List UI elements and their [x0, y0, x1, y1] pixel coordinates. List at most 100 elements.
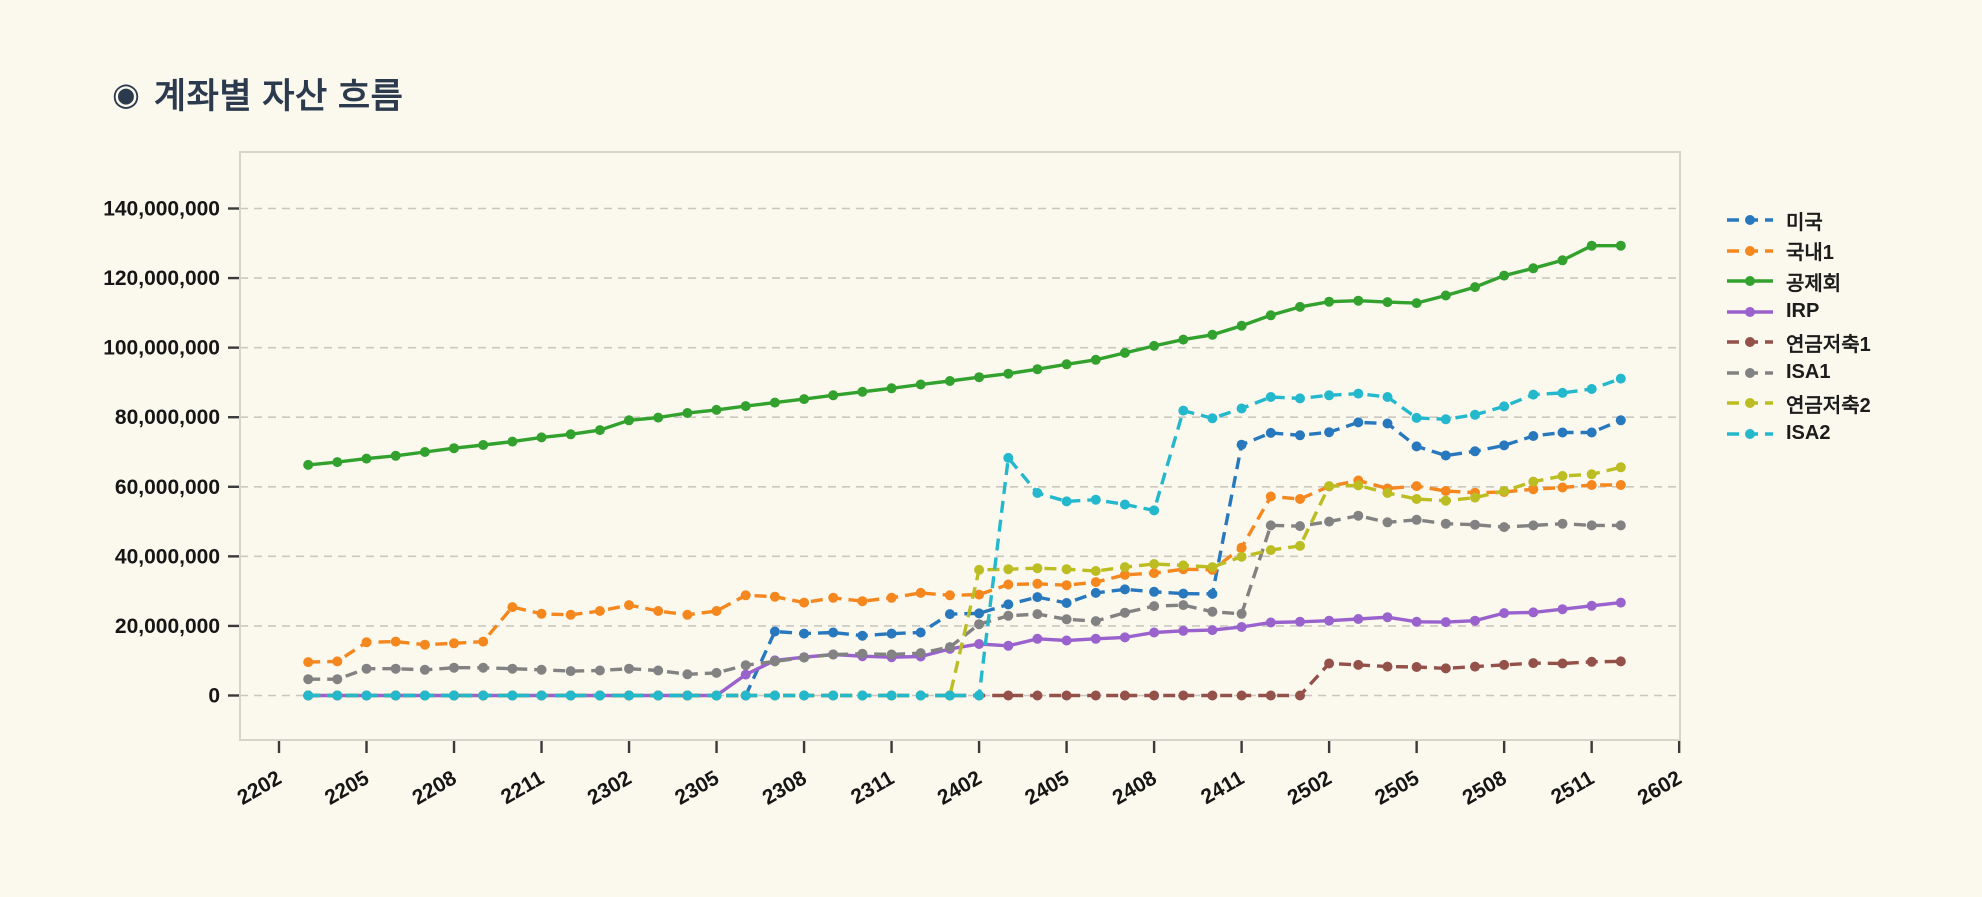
data-point — [1528, 476, 1539, 487]
data-point — [565, 429, 576, 440]
data-point — [1557, 604, 1568, 615]
data-point — [653, 690, 664, 701]
data-point — [974, 589, 985, 600]
x-axis-tick-label: 2511 — [1547, 766, 1598, 809]
data-point — [478, 662, 489, 673]
y-axis-tick-label: 80,000,000 — [115, 406, 220, 429]
data-point — [1061, 496, 1072, 507]
data-point — [1119, 562, 1130, 573]
data-point — [1236, 551, 1247, 562]
data-point — [1470, 446, 1480, 457]
data-point — [1440, 290, 1451, 301]
data-point — [1236, 320, 1247, 331]
data-point — [594, 690, 605, 701]
data-point — [332, 674, 343, 685]
data-point — [449, 662, 459, 673]
data-point — [740, 401, 751, 412]
data-point — [507, 663, 518, 674]
data-point — [1324, 615, 1335, 626]
data-point — [682, 669, 693, 680]
data-point — [1353, 480, 1364, 491]
data-point — [1090, 577, 1101, 588]
data-point — [653, 412, 664, 423]
data-point — [1003, 640, 1014, 651]
x-axis-tick-label: 2202 — [234, 766, 286, 809]
data-point — [1586, 520, 1597, 531]
data-point — [1324, 390, 1335, 401]
legend-line-sample — [1727, 337, 1773, 348]
data-point — [799, 597, 810, 608]
data-point — [711, 690, 722, 701]
data-point — [565, 609, 576, 620]
data-point — [1003, 610, 1014, 621]
data-point — [1586, 480, 1597, 490]
data-point — [1324, 296, 1335, 307]
data-point — [1061, 614, 1072, 625]
legend-label: 국내1 — [1786, 242, 1834, 265]
data-point — [974, 608, 985, 619]
y-axis-tick-label: 40,000,000 — [115, 545, 220, 568]
data-point — [1440, 450, 1451, 461]
data-point — [1586, 240, 1597, 251]
data-point — [1440, 518, 1451, 529]
data-point — [1149, 505, 1160, 516]
data-point — [303, 657, 314, 668]
data-point — [1295, 494, 1305, 504]
data-point — [857, 690, 868, 701]
data-point — [740, 669, 751, 680]
data-point — [1411, 514, 1422, 525]
data-point — [1324, 481, 1335, 492]
data-point — [1265, 617, 1276, 628]
data-point — [1586, 469, 1597, 480]
data-point — [361, 663, 372, 674]
data-point — [1440, 617, 1451, 628]
data-point — [507, 436, 518, 447]
data-point — [536, 664, 547, 675]
data-point — [1119, 690, 1130, 701]
page-title: ◉ 계좌별 자산 흐름 — [112, 68, 403, 119]
x-axis-tick-label: 2411 — [1197, 766, 1248, 809]
data-point — [1119, 499, 1130, 510]
data-point — [1061, 598, 1072, 608]
data-point — [886, 383, 897, 394]
data-point — [1382, 392, 1393, 402]
data-point — [711, 667, 722, 678]
data-point — [974, 564, 985, 575]
legend-line-sample — [1727, 306, 1773, 317]
data-point — [1557, 255, 1568, 266]
data-point — [1557, 387, 1568, 398]
data-point — [1411, 662, 1422, 672]
data-point — [886, 649, 897, 660]
legend-line-sample — [1727, 215, 1773, 226]
y-axis-tick-label: 140,000,000 — [103, 198, 220, 221]
data-point — [1411, 298, 1422, 309]
data-point — [1178, 588, 1189, 599]
legend-line-sample — [1727, 276, 1773, 287]
data-point — [624, 663, 634, 674]
data-point — [419, 639, 430, 650]
data-point — [361, 637, 372, 648]
data-point — [974, 690, 985, 701]
data-point — [1470, 615, 1480, 626]
data-point — [1003, 599, 1014, 610]
x-axis-tick-label: 2502 — [1284, 766, 1336, 809]
legend-item-연금저축2: 연금저축2 — [1726, 388, 1871, 419]
data-point — [1236, 542, 1247, 553]
data-point — [1411, 441, 1422, 452]
series-line-연금저축2 — [308, 465, 1622, 698]
data-point — [857, 596, 868, 607]
x-axis-tick-label: 2405 — [1021, 766, 1073, 809]
data-point — [419, 664, 430, 675]
data-point — [1586, 656, 1597, 667]
legend-item-공제회: 공제회 — [1726, 266, 1871, 297]
data-point — [1353, 659, 1364, 670]
data-point — [769, 591, 780, 602]
data-point — [1382, 517, 1393, 528]
data-point — [915, 379, 926, 390]
data-point — [1528, 520, 1539, 531]
data-point — [390, 636, 401, 647]
legend-item-IRP: IRP — [1726, 297, 1871, 328]
data-point — [799, 394, 810, 405]
data-point — [1470, 519, 1480, 530]
data-point — [1411, 481, 1422, 492]
